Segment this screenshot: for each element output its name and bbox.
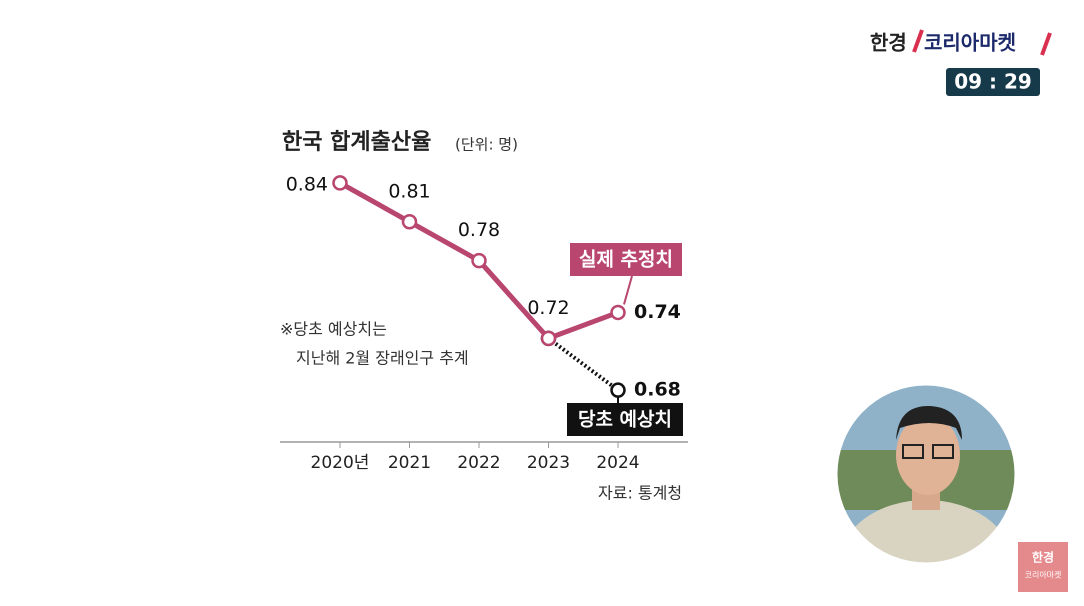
value-label: 0.68 xyxy=(634,379,681,401)
x-tick-label: 2020년 xyxy=(311,453,370,473)
source: 자료: 통계청 xyxy=(598,484,682,503)
annotation: 지난해 2월 장래인구 추계 xyxy=(296,349,469,368)
series-tag xyxy=(567,403,683,436)
data-point xyxy=(540,330,557,347)
corner-logo-program: 코리아마켓 xyxy=(1025,570,1062,580)
chart-title: 한국 합계출산율 xyxy=(282,129,431,155)
header-program: 코리아마켓 xyxy=(924,31,1016,55)
value-label: 0.72 xyxy=(527,297,569,319)
value-label: 0.74 xyxy=(634,301,681,323)
series-line xyxy=(547,336,620,392)
plot: 2020년 2021 2022 2023 2024 0.84 0.81 0.78 0.72 0.7… xyxy=(286,173,683,473)
series-name: 실제 추정치 xyxy=(579,249,673,271)
clock: 09 : 29 xyxy=(954,70,1032,94)
x-tick-label: 2021 xyxy=(388,453,431,473)
brand-slash xyxy=(912,29,924,53)
annotation: ※당초 예상치는 xyxy=(280,320,387,339)
value-label: 0.78 xyxy=(458,219,500,241)
data-point xyxy=(610,382,626,398)
series-name: 당초 예상치 xyxy=(578,409,672,431)
data-point xyxy=(610,304,626,321)
corner-logo-box xyxy=(1018,542,1068,592)
value-label: 0.84 xyxy=(286,173,328,195)
x-tick-label: 2022 xyxy=(457,453,500,473)
data-point xyxy=(401,214,418,230)
x-tick-label: 2024 xyxy=(596,453,639,473)
header-brand: 한경 xyxy=(870,31,907,55)
series-tag xyxy=(570,243,682,276)
value-label: 0.81 xyxy=(388,180,430,202)
clock-box xyxy=(946,68,1040,96)
data-point xyxy=(471,252,487,269)
x-tick-label: 2023 xyxy=(527,453,570,473)
tag-connector xyxy=(623,275,633,305)
chart-subtitle: (단위: 명) xyxy=(455,136,518,154)
video-frame xyxy=(834,382,1018,566)
presenter-video xyxy=(836,384,1016,564)
data-point xyxy=(332,175,348,191)
brand-slash xyxy=(1040,32,1052,56)
corner-logo-brand: 한경 xyxy=(1032,550,1054,565)
